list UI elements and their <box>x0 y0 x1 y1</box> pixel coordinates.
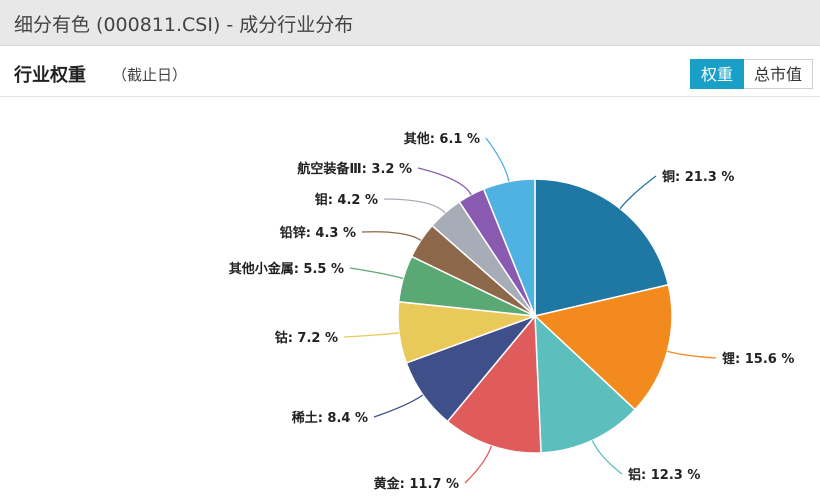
leader-line <box>349 267 404 280</box>
leader-line <box>343 332 400 338</box>
slice-label: 钴: 7.2 % <box>275 330 338 346</box>
weight-marketcap-toggle: 权重 总市值 <box>690 59 814 89</box>
pie-slice[interactable] <box>534 314 637 454</box>
section-subtitle: （截止日） <box>112 66 188 84</box>
pie-chart: 铜: 21.3 % 锂: 15.6 % 铝: 12.3 % 黄金: 11.7 % 稀土:… <box>229 131 795 492</box>
leader-line <box>361 231 422 241</box>
slice-label: 钼: 4.2 % <box>315 192 378 208</box>
page-title: 细分有色 (000811.CSI) - 成分行业分布 <box>14 14 354 36</box>
slice-label: 航空装备Ⅲ: 3.2 % <box>297 161 412 177</box>
section-header: 行业权重 （截止日） 权重 总市值 <box>0 47 820 97</box>
market-cap-toggle-button[interactable]: 总市值 <box>744 59 814 89</box>
leader-line <box>619 175 657 210</box>
pie-slice[interactable] <box>533 283 673 411</box>
title-bar: 细分有色 (000811.CSI) - 成分行业分布 <box>0 0 820 46</box>
pie-slices <box>397 178 673 454</box>
leader-line <box>485 137 510 182</box>
slice-label: 铝: 12.3 % <box>628 467 700 483</box>
slice-label: 黄金: 11.7 % <box>374 476 459 492</box>
pie-slice[interactable] <box>446 314 542 454</box>
section-title: 行业权重 <box>14 65 86 86</box>
slice-label: 稀土: 8.4 % <box>292 410 368 426</box>
leader-line <box>464 445 493 484</box>
leader-line <box>591 440 623 475</box>
slice-label: 其他小金属: 5.5 % <box>229 261 344 277</box>
label-leader-lines <box>343 137 717 484</box>
slice-label: 其他: 6.1 % <box>404 131 480 147</box>
slice-labels: 铜: 21.3 % 锂: 15.6 % 铝: 12.3 % 黄金: 11.7 % 稀土:… <box>229 131 795 492</box>
slice-label: 锂: 15.6 % <box>722 351 794 367</box>
pie-slice[interactable] <box>482 178 536 317</box>
slice-label: 铅锌: 4.3 % <box>280 225 356 241</box>
slice-label: 铜: 21.3 % <box>661 169 734 185</box>
leader-line <box>667 350 717 359</box>
leader-line <box>417 167 472 196</box>
weight-toggle-button[interactable]: 权重 <box>690 59 745 89</box>
leader-line <box>383 198 446 214</box>
leader-line <box>373 394 424 418</box>
pie-slice[interactable] <box>534 178 670 317</box>
